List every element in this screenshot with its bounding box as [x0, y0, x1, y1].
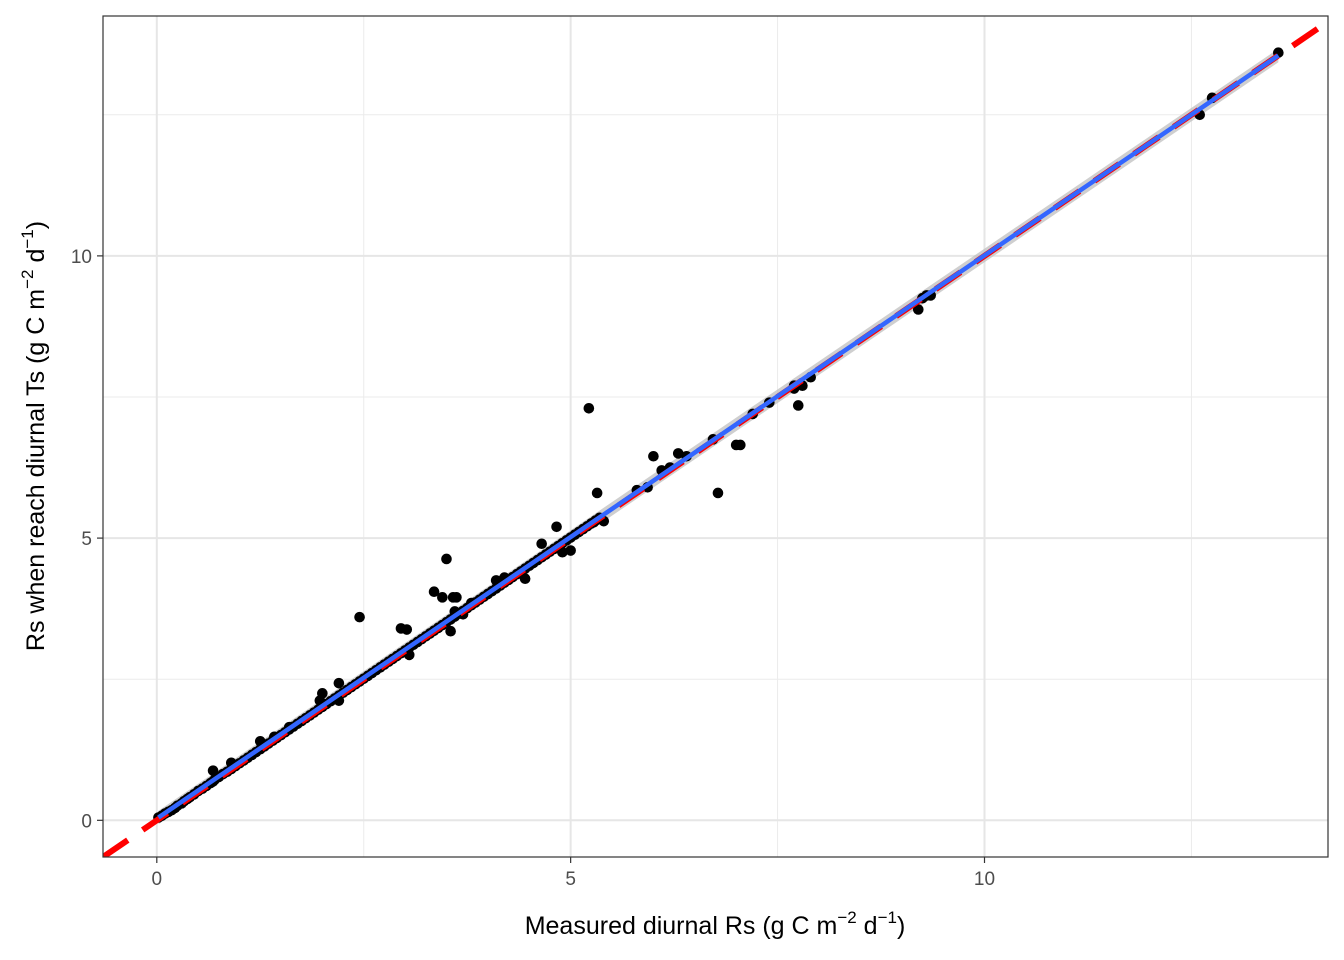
y-axis-title-exp1: −2	[18, 270, 37, 289]
data-point	[317, 688, 328, 699]
data-point	[445, 625, 456, 637]
y-axis-title-end: )	[22, 221, 50, 229]
data-point	[490, 575, 502, 586]
data-point	[403, 649, 415, 661]
x-axis-title-mid: d	[857, 912, 878, 940]
data-point	[333, 677, 345, 689]
data-point	[437, 592, 448, 603]
data-point	[792, 400, 804, 411]
data-point	[428, 586, 440, 598]
x-axis-title-base: Measured diurnal Rs (g C m	[525, 912, 838, 940]
y-tick-label: 0	[81, 811, 92, 832]
data-point	[648, 450, 659, 462]
y-axis-title-mid: d	[22, 249, 50, 270]
fit-line	[157, 53, 1280, 820]
y-axis-ticks: 0 5 10	[71, 247, 103, 832]
data-point	[451, 592, 462, 603]
y-tick-label: 5	[81, 529, 92, 550]
x-tick-label: 5	[565, 869, 576, 890]
x-axis-ticks: 0 5 10	[152, 857, 995, 890]
gridlines	[103, 16, 1328, 857]
y-axis-title: Rs when reach diurnal Ts (g C m−2 d−1)	[18, 221, 50, 651]
data-point	[551, 521, 562, 533]
data-point	[557, 546, 568, 558]
x-tick-label: 10	[974, 869, 995, 890]
data-point	[207, 765, 219, 776]
data-point	[519, 573, 531, 585]
x-axis-title-exp1: −2	[837, 908, 856, 927]
panel-border	[102, 15, 1329, 858]
data-point	[441, 553, 452, 565]
data-point	[354, 611, 365, 623]
x-axis-title: Measured diurnal Rs (g C m−2 d−1)	[525, 908, 906, 940]
data-point	[712, 487, 724, 499]
fit-line-segment	[157, 53, 1280, 820]
y-axis-title-exp2: −1	[18, 229, 37, 248]
data-point	[591, 487, 603, 499]
data-point	[583, 402, 595, 414]
data-point	[672, 448, 684, 459]
x-axis-title-exp2: −1	[878, 908, 897, 927]
data-point	[536, 538, 547, 550]
x-axis-title-end: )	[897, 912, 905, 940]
x-tick-label: 0	[152, 869, 163, 890]
data-point	[912, 304, 924, 315]
y-tick-label: 10	[71, 247, 92, 268]
data-point	[401, 624, 413, 635]
data-point	[735, 439, 746, 451]
y-axis-title-base: Rs when reach diurnal Ts (g C m	[22, 289, 50, 651]
data-point	[565, 545, 576, 556]
